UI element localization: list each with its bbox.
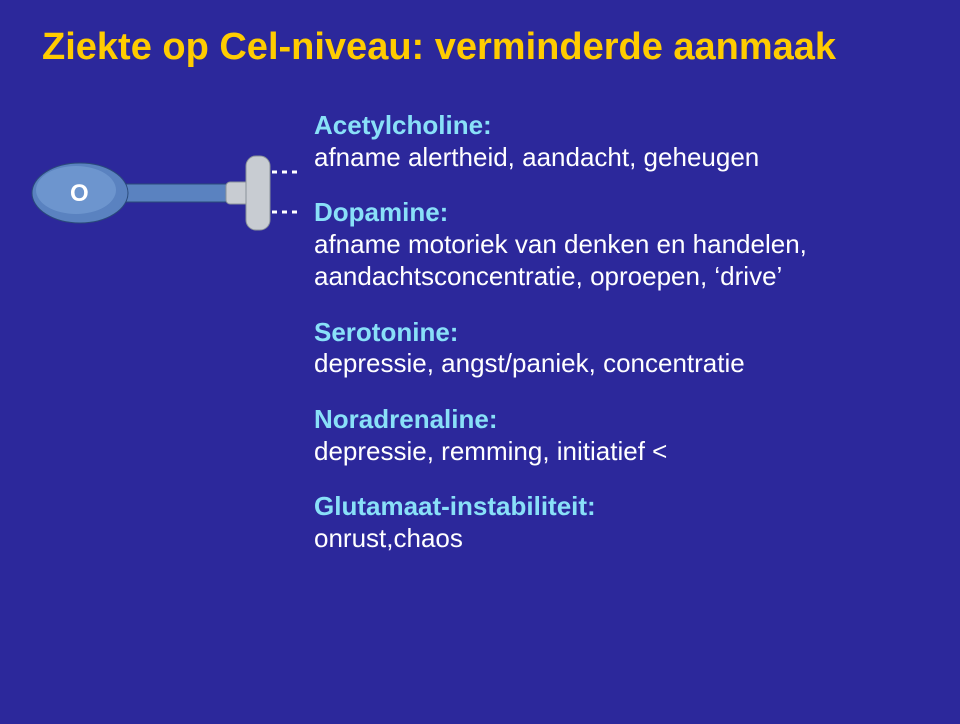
section-label: Dopamine:: [314, 197, 914, 229]
text-column: Acetylcholine: afname alertheid, aandach…: [314, 110, 914, 579]
section-noradrenaline: Noradrenaline: depressie, remming, initi…: [314, 404, 914, 467]
section-dopamine: Dopamine: afname motoriek van denken en …: [314, 197, 914, 292]
cell-o: O: [70, 180, 89, 207]
section-glutamaat: Glutamaat-instabiliteit: onrust,chaos: [314, 491, 914, 554]
section-desc: afname alertheid, aandacht, geheugen: [314, 142, 914, 174]
section-label: Acetylcholine:: [314, 110, 914, 142]
section-desc: onrust,chaos: [314, 523, 914, 555]
section-acetylcholine: Acetylcholine: afname alertheid, aandach…: [314, 110, 914, 173]
section-desc: depressie, angst/paniek, concentratie: [314, 348, 914, 380]
slide-title: Ziekte op Cel-niveau: verminderde aanmaa…: [42, 26, 836, 69]
slide: Ziekte op Cel-niveau: verminderde aanmaa…: [0, 0, 960, 724]
section-serotonine: Serotonine: depressie, angst/paniek, con…: [314, 317, 914, 380]
section-label: Serotonine:: [314, 317, 914, 349]
terminal-head: [246, 156, 270, 230]
neuron-diagram: O: [30, 148, 300, 236]
section-desc: depressie, remming, initiatief <: [314, 436, 914, 468]
section-label: Noradrenaline:: [314, 404, 914, 436]
section-label: Glutamaat-instabiliteit:: [314, 491, 914, 523]
section-desc: afname motoriek van denken en handelen, …: [314, 229, 914, 292]
